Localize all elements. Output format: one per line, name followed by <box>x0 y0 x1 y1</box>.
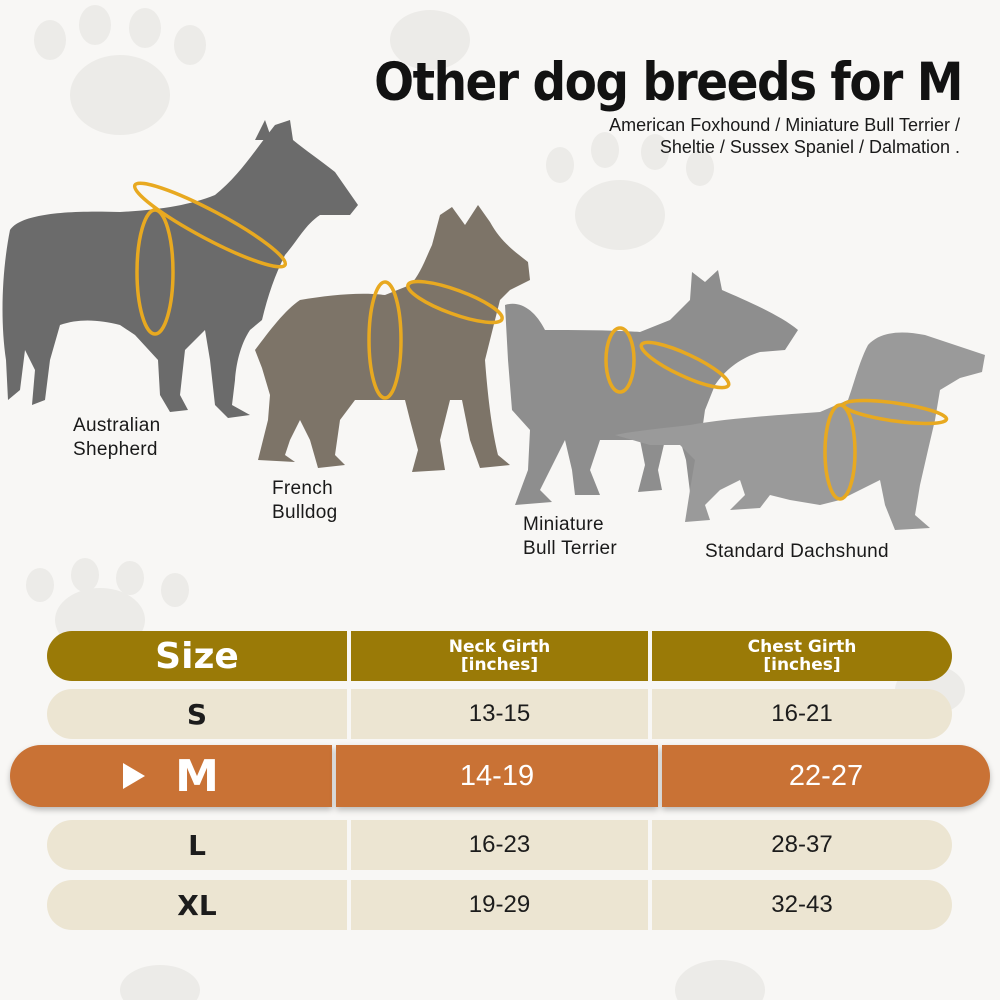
dog-label-standard-dachshund: Standard Dachshund <box>705 540 889 564</box>
header-line: [inches] <box>460 655 539 675</box>
header-line: Chest Girth <box>747 637 857 657</box>
page-title: Other dog breeds for M <box>374 52 963 114</box>
highlighted-size-label: M <box>175 750 219 802</box>
subtitle-line-2: Sheltie / Sussex Spaniel / Dalmation . <box>659 137 960 157</box>
dog-label-line: Bulldog <box>272 502 338 523</box>
table-row-chest-cell: 28-37 <box>652 820 952 870</box>
dog-label-australian-shepherd: Australian Shepherd <box>73 414 161 462</box>
dog-illustrations <box>2 120 985 530</box>
bulldog-harness <box>367 279 504 400</box>
dog-label-line: Bull Terrier <box>523 538 618 559</box>
table-header-chest-girth: Chest Girth [inches] <box>652 631 952 681</box>
bulldog-silhouette-icon <box>255 205 530 472</box>
bull-terrier-silhouette-icon <box>505 270 798 505</box>
dog-label-french-bulldog: French Bulldog <box>272 477 337 525</box>
table-row-chest-cell: 32-43 <box>652 880 952 930</box>
highlighted-row-neck-cell: 14-19 <box>336 745 658 807</box>
shepherd-silhouette-icon <box>2 120 359 418</box>
highlighted-row-chest-cell: 22-27 <box>662 745 990 807</box>
table-row-neck-cell: 16-23 <box>351 820 648 870</box>
highlighted-row-size-cell: M <box>10 745 332 807</box>
subtitle-line-1: American Foxhound / Miniature Bull Terri… <box>609 115 960 135</box>
table-header-size: Size <box>47 631 347 681</box>
dachshund-harness <box>823 398 949 501</box>
header-line: [inches] <box>763 655 841 675</box>
table-row-neck-cell: 19-29 <box>351 880 648 930</box>
dachshund-silhouette-icon <box>615 332 985 530</box>
dog-label-miniature-bull-terrier: Miniature Bull Terrier <box>523 513 617 561</box>
dog-label-line: Australian <box>73 415 161 436</box>
dog-label-line: Miniature <box>523 514 604 535</box>
shepherd-harness <box>132 181 288 336</box>
dog-label-line: French <box>272 478 333 499</box>
dog-label-line: Shepherd <box>73 439 158 460</box>
table-row-size-cell: L <box>47 820 347 870</box>
table-row-neck-cell: 13-15 <box>351 689 648 739</box>
header-line: Neck Girth <box>448 637 551 657</box>
terrier-harness <box>604 326 731 394</box>
play-arrow-icon <box>123 763 146 789</box>
table-header-neck-girth: Neck Girth [inches] <box>351 631 648 681</box>
table-row-size-cell: S <box>47 689 347 739</box>
breed-list-subtitle: American Foxhound / Miniature Bull Terri… <box>609 114 960 158</box>
table-row-size-cell: XL <box>47 880 347 930</box>
dog-label-line: Standard Dachshund <box>705 541 889 562</box>
table-row-chest-cell: 16-21 <box>652 689 952 739</box>
